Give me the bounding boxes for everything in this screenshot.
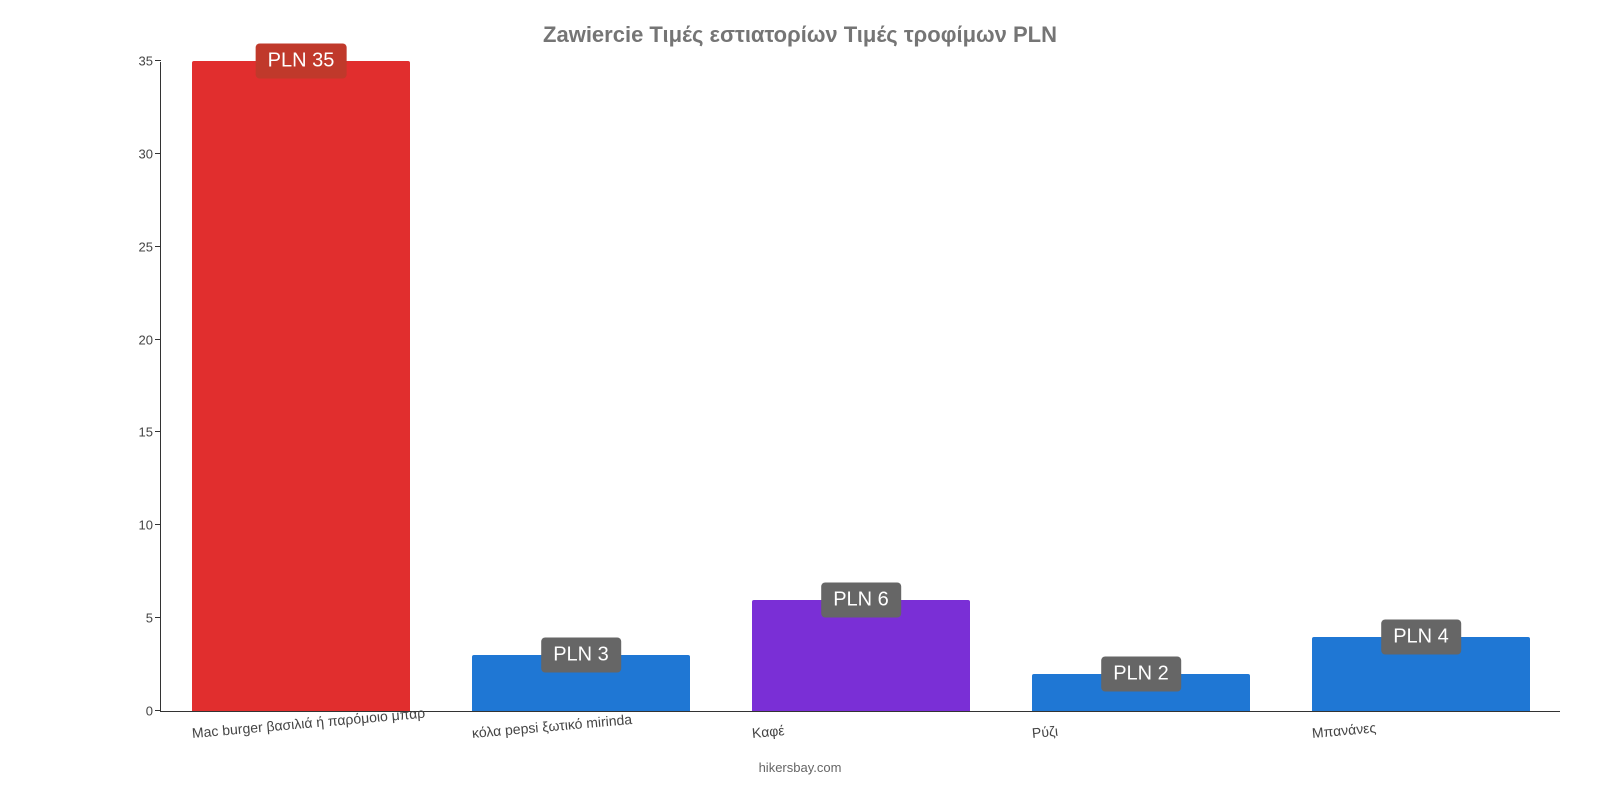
credit-text: hikersbay.com <box>759 760 842 775</box>
plot-area: 05101520253035PLN 35Mac burger βασιλιά ή… <box>160 62 1560 712</box>
bar <box>192 61 410 711</box>
y-tick-label: 15 <box>139 425 153 440</box>
y-tick-mark <box>155 339 161 340</box>
category-label: Καφέ <box>751 722 785 741</box>
value-badge: PLN 3 <box>541 638 621 673</box>
y-tick-label: 5 <box>146 611 153 626</box>
chart-container: Zawiercie Τιμές εστιατορίων Τιμές τροφίμ… <box>0 0 1600 800</box>
y-tick-mark <box>155 617 161 618</box>
value-badge: PLN 2 <box>1101 656 1181 691</box>
chart-title: Zawiercie Τιμές εστιατορίων Τιμές τροφίμ… <box>0 0 1600 48</box>
y-tick-label: 10 <box>139 518 153 533</box>
y-tick-mark <box>155 153 161 154</box>
category-label: Ρύζι <box>1031 723 1058 741</box>
y-tick-label: 35 <box>139 54 153 69</box>
y-tick-mark <box>155 246 161 247</box>
y-tick-mark <box>155 710 161 711</box>
category-label: κόλα pepsi ξωτικό mirinda <box>471 711 632 741</box>
y-tick-mark <box>155 60 161 61</box>
value-badge: PLN 4 <box>1381 619 1461 654</box>
y-tick-label: 25 <box>139 239 153 254</box>
y-tick-mark <box>155 524 161 525</box>
y-tick-label: 20 <box>139 332 153 347</box>
y-tick-mark <box>155 431 161 432</box>
y-tick-label: 0 <box>146 704 153 719</box>
y-tick-label: 30 <box>139 146 153 161</box>
category-label: Μπανάνες <box>1311 719 1376 741</box>
value-badge: PLN 6 <box>821 582 901 617</box>
value-badge: PLN 35 <box>256 44 347 79</box>
